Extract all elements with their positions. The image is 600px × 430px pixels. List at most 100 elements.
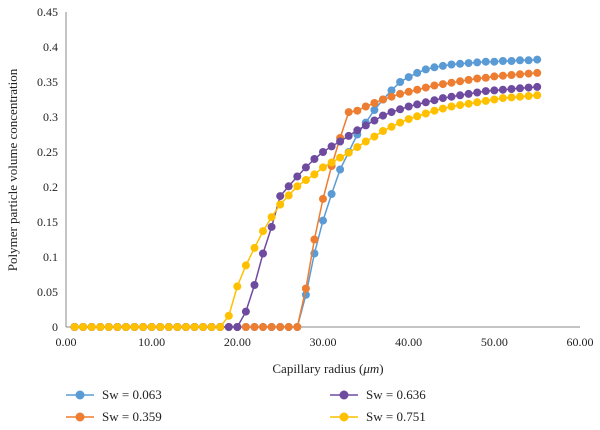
data-point	[104, 323, 113, 331]
data-point	[327, 190, 336, 198]
data-point	[336, 153, 345, 162]
data-point	[310, 155, 319, 163]
legend-marker	[339, 412, 349, 422]
data-point	[533, 91, 542, 100]
data-point	[284, 182, 293, 191]
data-point	[516, 84, 524, 93]
y-tick-labels: 0 0.05 0.1 0.15 0.2 0.25 0.3 0.35 0.4 0.45	[37, 5, 58, 334]
data-point	[387, 108, 396, 117]
data-point	[276, 323, 285, 331]
data-point	[430, 81, 439, 90]
legend-label: Sw = 0.359	[102, 409, 162, 424]
x-axis-label-unit: μm	[362, 361, 379, 376]
data-point	[516, 92, 524, 101]
data-point	[498, 94, 507, 103]
data-point	[464, 59, 473, 68]
data-point	[113, 323, 122, 331]
legend-label: Sw = 0.636	[366, 387, 426, 402]
x-tick-label: 40.00	[395, 335, 422, 349]
data-point	[344, 148, 353, 157]
data-point	[404, 102, 413, 111]
data-point	[516, 56, 524, 65]
data-point	[122, 323, 130, 331]
data-point	[370, 106, 379, 114]
data-point	[490, 57, 499, 66]
data-point	[353, 126, 362, 135]
data-point	[259, 227, 267, 236]
data-point	[370, 99, 379, 107]
data-point	[396, 89, 405, 98]
x-tick-label: 0.00	[56, 335, 77, 349]
data-point	[293, 323, 302, 331]
data-point	[336, 137, 345, 146]
data-point	[250, 281, 259, 289]
data-point	[353, 143, 362, 152]
data-point	[87, 323, 96, 331]
x-tick-label: 50.00	[481, 335, 508, 349]
data-point	[421, 98, 430, 107]
data-point	[293, 172, 302, 181]
data-point	[464, 75, 473, 84]
data-point	[310, 235, 319, 244]
data-point	[456, 77, 465, 86]
data-point	[473, 74, 482, 83]
data-point	[533, 82, 542, 91]
data-point	[447, 60, 456, 69]
data-point	[259, 249, 267, 258]
data-point	[79, 323, 88, 331]
data-point	[361, 102, 370, 111]
legend: Sw = 0.063 Sw = 0.359 Sw = 0.636 Sw = 0.751	[66, 387, 426, 424]
data-point	[524, 56, 533, 65]
y-tick-label: 0.4	[43, 40, 58, 54]
y-tick-label: 0.2	[43, 180, 58, 194]
data-point	[524, 92, 533, 100]
data-point	[276, 200, 285, 209]
series-2	[70, 68, 542, 331]
data-point	[379, 95, 387, 104]
legend-label: Sw = 0.751	[366, 409, 426, 424]
legend-item: Sw = 0.636	[330, 387, 426, 402]
data-point	[464, 99, 473, 108]
y-tick-label: 0.25	[37, 145, 58, 159]
data-point	[259, 323, 267, 331]
data-point	[199, 323, 208, 331]
data-point	[464, 89, 473, 98]
data-point	[224, 311, 233, 320]
y-tick-label: 0	[52, 320, 58, 334]
data-point	[421, 83, 430, 92]
data-point	[396, 78, 405, 86]
data-point	[181, 323, 190, 331]
legend-marker	[75, 412, 85, 422]
data-point	[498, 71, 507, 80]
y-tick-label: 0.15	[37, 215, 58, 229]
data-point	[156, 323, 165, 331]
data-point	[70, 323, 79, 331]
data-point	[413, 85, 422, 94]
data-point	[267, 213, 276, 222]
data-point	[533, 68, 542, 77]
data-point	[481, 73, 490, 82]
data-point	[190, 323, 199, 331]
legend-item: Sw = 0.359	[66, 409, 162, 424]
data-point	[447, 78, 456, 87]
data-point	[421, 65, 430, 74]
data-point	[421, 109, 430, 118]
series-4	[70, 91, 542, 331]
data-point	[276, 192, 285, 201]
data-point	[473, 58, 482, 67]
data-point	[173, 323, 182, 331]
data-point	[224, 323, 233, 331]
data-point	[430, 106, 439, 115]
y-tick-label: 0.35	[37, 75, 58, 89]
data-point	[353, 106, 362, 115]
y-tick-label: 0.05	[37, 285, 58, 299]
data-point	[507, 93, 516, 102]
data-point	[456, 59, 465, 68]
data-point	[241, 307, 250, 316]
data-point	[379, 111, 387, 120]
data-point	[379, 127, 387, 135]
data-point	[498, 57, 507, 65]
data-point	[524, 83, 533, 92]
data-point	[301, 163, 310, 172]
legend-marker	[75, 390, 85, 400]
